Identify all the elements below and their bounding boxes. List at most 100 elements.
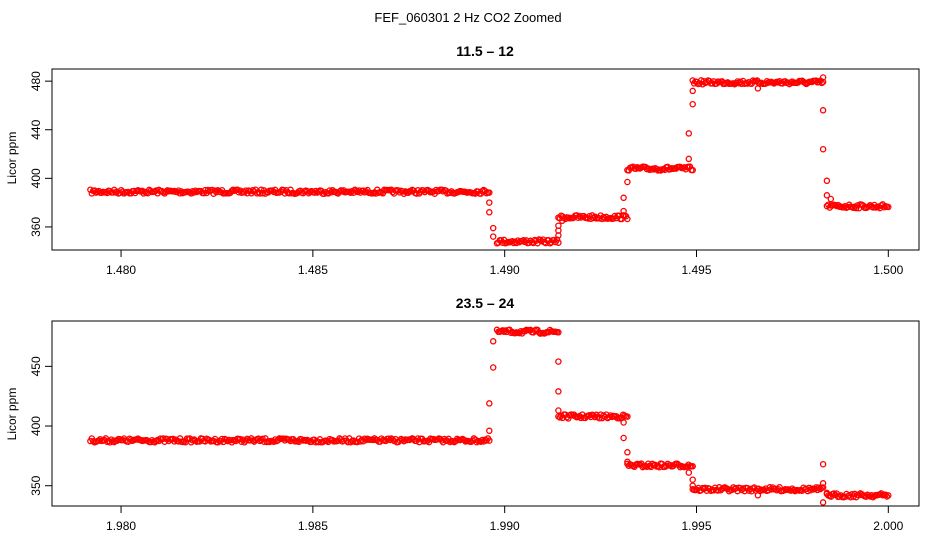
x-tick-label: 2.000 (873, 519, 903, 533)
data-point (754, 85, 762, 92)
data-point (486, 199, 493, 206)
data-point (885, 492, 892, 499)
data-point (558, 217, 566, 225)
data-point (577, 414, 585, 422)
data-point (620, 194, 627, 202)
x-axis: 1.480 1.485 1.490 1.495 1.500 (106, 249, 904, 277)
data-point (819, 480, 827, 487)
data-point (555, 388, 562, 395)
y-tick-label: 360 (29, 217, 43, 237)
data-point (815, 484, 823, 491)
data-point (140, 190, 147, 197)
chart-panel-bottom: 23.5 – 24 Licor ppm 1.980 1.985 1.990 1.995… (5, 295, 920, 533)
data-point (369, 436, 377, 444)
data-point (200, 189, 208, 197)
data-point (827, 195, 835, 203)
data-point (576, 212, 583, 220)
data-point (555, 329, 562, 336)
data-points (87, 326, 892, 506)
x-tick-label: 1.985 (298, 519, 328, 533)
data-point (257, 186, 265, 194)
data-point (211, 187, 219, 194)
data-point (285, 436, 293, 444)
x-tick-label: 1.480 (106, 263, 136, 277)
x-tick-label: 1.490 (490, 263, 520, 277)
data-point (489, 338, 497, 345)
y-axis-label: Licor ppm (5, 132, 19, 185)
data-point (555, 239, 562, 246)
data-point (354, 188, 361, 196)
data-point (624, 413, 631, 420)
data-point (344, 438, 352, 446)
y-tick-label: 400 (29, 168, 43, 188)
data-point (823, 489, 831, 497)
x-tick-label: 1.995 (681, 519, 711, 533)
data-point (242, 437, 250, 444)
data-point (556, 414, 564, 421)
data-point (249, 186, 257, 194)
plot-frame (51, 68, 920, 251)
data-point (555, 222, 562, 229)
data-point (320, 190, 328, 197)
data-point (819, 74, 827, 81)
data-point (689, 482, 696, 489)
data-point (685, 469, 693, 476)
data-point (865, 203, 873, 210)
data-point (438, 186, 445, 193)
data-point (823, 177, 831, 185)
data-point (754, 492, 762, 499)
x-tick-label: 1.990 (490, 519, 520, 533)
data-point (486, 437, 493, 444)
y-tick-label: 450 (29, 356, 43, 376)
data-point (819, 78, 827, 86)
y-tick-label: 350 (29, 475, 43, 495)
y-tick-label: 400 (29, 416, 43, 436)
data-point (624, 449, 631, 456)
data-point (555, 358, 562, 365)
data-point (555, 407, 562, 414)
data-point (830, 490, 838, 497)
data-point (460, 436, 468, 444)
data-point (385, 435, 392, 443)
x-tick-label: 1.980 (106, 519, 136, 533)
data-point (819, 484, 827, 491)
figure-title: FEF_060301 2 Hz CO2 Zoomed (374, 10, 561, 25)
data-point (620, 207, 627, 215)
data-point (347, 189, 354, 196)
data-point (249, 437, 257, 444)
data-point (689, 476, 696, 483)
data-point (807, 486, 814, 494)
data-point (685, 155, 693, 163)
data-point (159, 435, 167, 442)
data-point (222, 436, 230, 443)
data-point (486, 400, 493, 407)
y-axis: 360 400 440 480 (29, 71, 53, 237)
data-point (489, 364, 497, 371)
data-point (489, 233, 497, 240)
data-point (840, 204, 847, 211)
data-point (819, 107, 827, 114)
data-point (685, 130, 693, 137)
x-tick-label: 1.495 (681, 263, 711, 277)
y-axis: 350 400 450 (29, 356, 53, 496)
x-tick-label: 1.485 (298, 263, 328, 277)
chart-title: 23.5 – 24 (456, 295, 515, 311)
data-point (689, 166, 696, 174)
data-point (866, 493, 874, 500)
data-point (883, 493, 891, 500)
data-point (689, 463, 696, 470)
data-point (620, 419, 627, 426)
chart-panel-top: 11.5 – 12 Licor ppm 1.480 1.485 1.490 1.495… (5, 43, 920, 277)
data-point (819, 460, 827, 468)
data-points (87, 74, 892, 247)
data-point (689, 100, 696, 108)
data-point (479, 436, 486, 444)
data-point (502, 327, 509, 334)
data-point (486, 209, 493, 216)
data-point (624, 178, 631, 186)
data-point (744, 80, 751, 87)
data-point (486, 427, 493, 435)
data-point (885, 203, 892, 211)
data-point (620, 434, 627, 442)
